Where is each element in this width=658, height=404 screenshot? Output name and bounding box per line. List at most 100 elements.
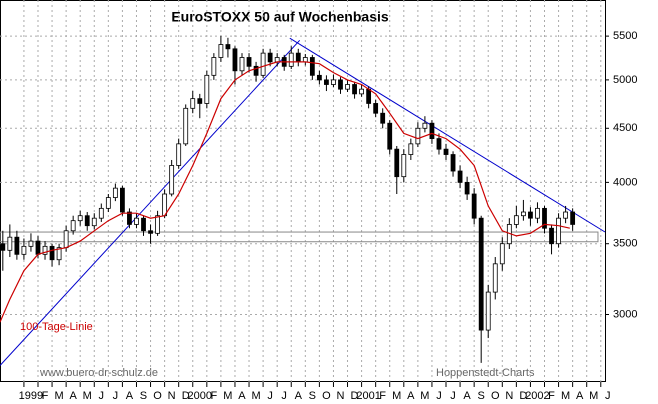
moving-average — [0, 61, 570, 323]
x-tick-label: J — [605, 390, 611, 402]
candle-body — [7, 236, 13, 251]
support-band — [0, 231, 599, 243]
candle-body — [422, 122, 428, 129]
x-tick-label: O — [491, 390, 500, 402]
x-tick-label: N — [168, 390, 176, 402]
candle-body — [549, 227, 554, 245]
y-tick-label: 3000 — [613, 308, 637, 320]
x-tick-label: 2002 — [525, 390, 549, 402]
x-tick-label: M — [83, 390, 92, 402]
candle-body — [499, 243, 505, 265]
candle-body — [246, 57, 252, 67]
y-tick-label: 3500 — [613, 238, 637, 250]
x-tick-label: M — [561, 390, 570, 402]
candle-body — [528, 211, 533, 219]
x-tick-label: F — [42, 390, 49, 402]
candle-body — [274, 57, 280, 63]
candle-body — [14, 236, 20, 255]
candle-body — [148, 230, 153, 234]
candle-body — [141, 217, 146, 232]
plot-frame — [0, 0, 606, 382]
candle-body — [42, 245, 48, 255]
x-tick-label: M — [251, 390, 260, 402]
candle-body — [120, 187, 125, 213]
candle-body — [0, 243, 6, 251]
x-tick-label: D — [351, 390, 359, 402]
x-tick-label: 1999 — [19, 390, 43, 402]
candle-body — [127, 211, 132, 225]
candle-body — [21, 245, 27, 255]
candle-body — [450, 154, 456, 172]
x-tick-label: S — [309, 390, 316, 402]
x-tick-label: A — [126, 390, 134, 402]
x-tick-label: J — [113, 390, 119, 402]
candle-body — [464, 181, 470, 195]
x-tick-label: J — [267, 390, 273, 402]
y-tick-label: 4500 — [613, 122, 637, 134]
x-tick-label: 2001 — [356, 390, 380, 402]
candle-body — [443, 148, 449, 155]
candle-body — [324, 79, 329, 85]
candle-body — [84, 215, 90, 227]
trend-line — [289, 37, 606, 233]
x-tick-label: O — [153, 390, 162, 402]
candle-body — [190, 98, 196, 109]
candle-body — [77, 215, 83, 222]
candle-body — [49, 245, 55, 261]
x-tick-label: M — [392, 390, 401, 402]
candle-body — [471, 193, 477, 219]
candle-body — [232, 48, 238, 72]
candle-body — [345, 84, 350, 90]
candle-body — [56, 247, 62, 261]
candle-body — [63, 230, 69, 249]
x-tick-label: J — [436, 390, 442, 402]
candle-body — [28, 240, 34, 247]
candle-body — [563, 211, 569, 219]
x-tick-label: A — [576, 390, 584, 402]
candle-body — [70, 220, 76, 232]
candle-body — [204, 74, 210, 104]
candle-body — [429, 122, 435, 140]
x-tick-label: A — [69, 390, 77, 402]
candle-body — [225, 44, 231, 50]
x-tick-label: S — [140, 390, 147, 402]
candle-body — [542, 207, 547, 229]
candle-body — [91, 217, 97, 227]
candle-body — [380, 112, 386, 124]
x-tick-label: 2000 — [188, 390, 212, 402]
x-tick-label: J — [450, 390, 456, 402]
line-label: 100-Tage-Linie — [20, 321, 93, 333]
candle-body — [211, 57, 217, 76]
candle-body — [295, 52, 301, 63]
candle-body — [134, 217, 139, 225]
x-tick-label: M — [420, 390, 429, 402]
chart-title: EuroSTOXX 50 auf Wochenbasis — [171, 9, 389, 25]
candle-body — [359, 88, 364, 95]
candle-body — [457, 170, 463, 183]
x-tick-label: M — [54, 390, 63, 402]
candle-body — [394, 148, 400, 178]
x-tick-label: A — [463, 390, 471, 402]
x-tick-label: J — [281, 390, 287, 402]
candle-body — [35, 240, 41, 255]
candle-body — [478, 217, 484, 331]
y-tick-label: 5000 — [613, 74, 637, 86]
candle-body — [309, 57, 315, 76]
candle-body — [218, 44, 224, 58]
x-tick-label: A — [407, 390, 415, 402]
source-right: Hoppenstedt-Charts — [436, 367, 535, 379]
x-tick-label: F — [379, 390, 386, 402]
x-tick-label: D — [519, 390, 527, 402]
candle-body — [520, 211, 526, 217]
x-tick-label: M — [589, 390, 598, 402]
candle-body — [169, 165, 175, 195]
candle-body — [513, 215, 519, 225]
candle-body — [485, 291, 491, 331]
candle-body — [373, 103, 379, 114]
candle-body — [387, 122, 393, 150]
candle-body — [338, 79, 343, 90]
x-tick-label: S — [477, 390, 484, 402]
candle-body — [415, 127, 421, 145]
candle-body — [492, 263, 498, 293]
